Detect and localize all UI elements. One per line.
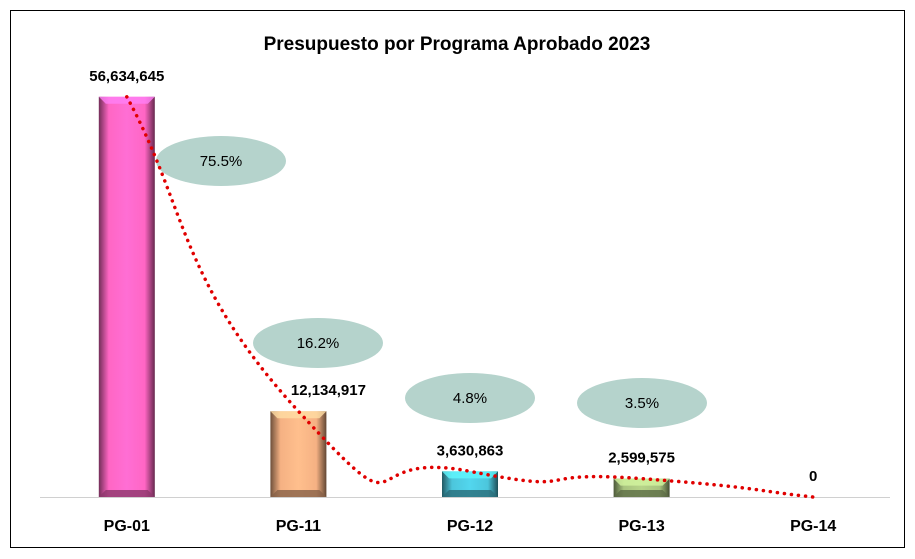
value-label: 3,630,863 <box>437 442 504 459</box>
bar <box>270 411 327 497</box>
value-label: 0 <box>809 468 817 485</box>
x-tick-label: PG-01 <box>104 518 150 535</box>
share-bubble <box>405 373 535 423</box>
value-label: 12,134,917 <box>291 382 366 399</box>
share-bubble <box>156 136 286 186</box>
trendline <box>125 95 815 499</box>
chart-title: Presupuesto por Programa Aprobado 2023 <box>264 34 651 55</box>
x-tick-label: PG-12 <box>447 518 493 535</box>
value-label: 56,634,645 <box>89 68 164 85</box>
bar <box>98 96 155 497</box>
share-bubble <box>253 318 383 368</box>
share-bubble <box>577 378 707 428</box>
share-label: 75.5% <box>200 153 243 170</box>
bar-bevel <box>442 490 498 497</box>
bar-bevel <box>613 490 670 497</box>
share-label: 3.5% <box>625 395 659 412</box>
x-tick-label: PG-13 <box>618 518 664 535</box>
bar-bevel <box>270 490 327 497</box>
x-tick-label: PG-11 <box>276 518 321 535</box>
bar-bevel <box>98 490 155 497</box>
bar-bevel <box>613 478 670 486</box>
share-label: 4.8% <box>453 390 487 407</box>
x-tick-label: PG-14 <box>790 518 836 535</box>
bar-bevel <box>442 471 498 479</box>
value-label: 2,599,575 <box>608 450 675 467</box>
bar-bevel <box>270 411 327 419</box>
bar-bevel <box>98 96 155 104</box>
share-label: 16.2% <box>297 335 340 352</box>
chart-frame <box>10 10 905 548</box>
